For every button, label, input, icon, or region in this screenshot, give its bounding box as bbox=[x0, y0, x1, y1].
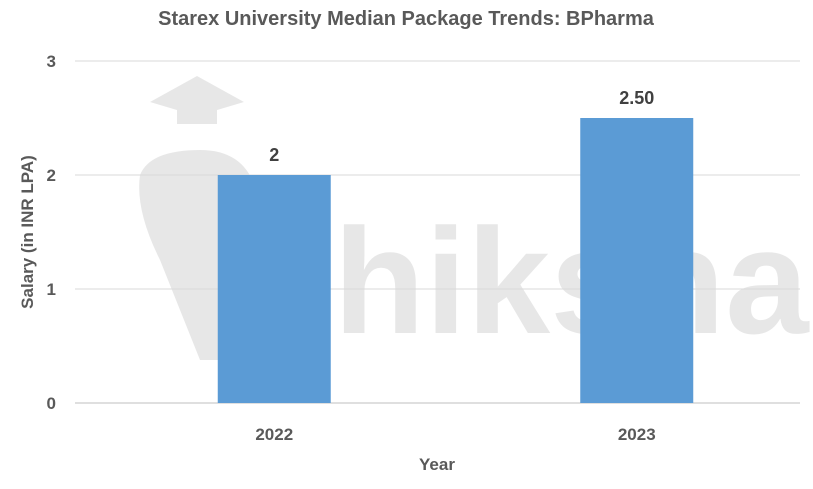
x-tick-label: 2023 bbox=[618, 425, 656, 444]
data-label: 2.50 bbox=[619, 88, 654, 108]
watermark-text: shiksha bbox=[250, 197, 810, 365]
y-axis-label: Salary (in INR LPA) bbox=[18, 155, 37, 309]
bar-2023 bbox=[580, 118, 694, 403]
y-tick-label: 2 bbox=[47, 166, 56, 185]
chart-title: Starex University Median Package Trends:… bbox=[158, 8, 655, 30]
y-tick-label: 3 bbox=[47, 52, 56, 71]
shiksha-watermark-logo: shiksha bbox=[139, 76, 810, 365]
y-tick-label: 0 bbox=[47, 394, 56, 413]
x-tick-label: 2022 bbox=[255, 425, 293, 444]
y-tick-label: 1 bbox=[47, 280, 56, 299]
bar-2022 bbox=[217, 175, 331, 403]
data-label: 2 bbox=[269, 145, 279, 165]
x-axis-label: Year bbox=[419, 455, 455, 474]
